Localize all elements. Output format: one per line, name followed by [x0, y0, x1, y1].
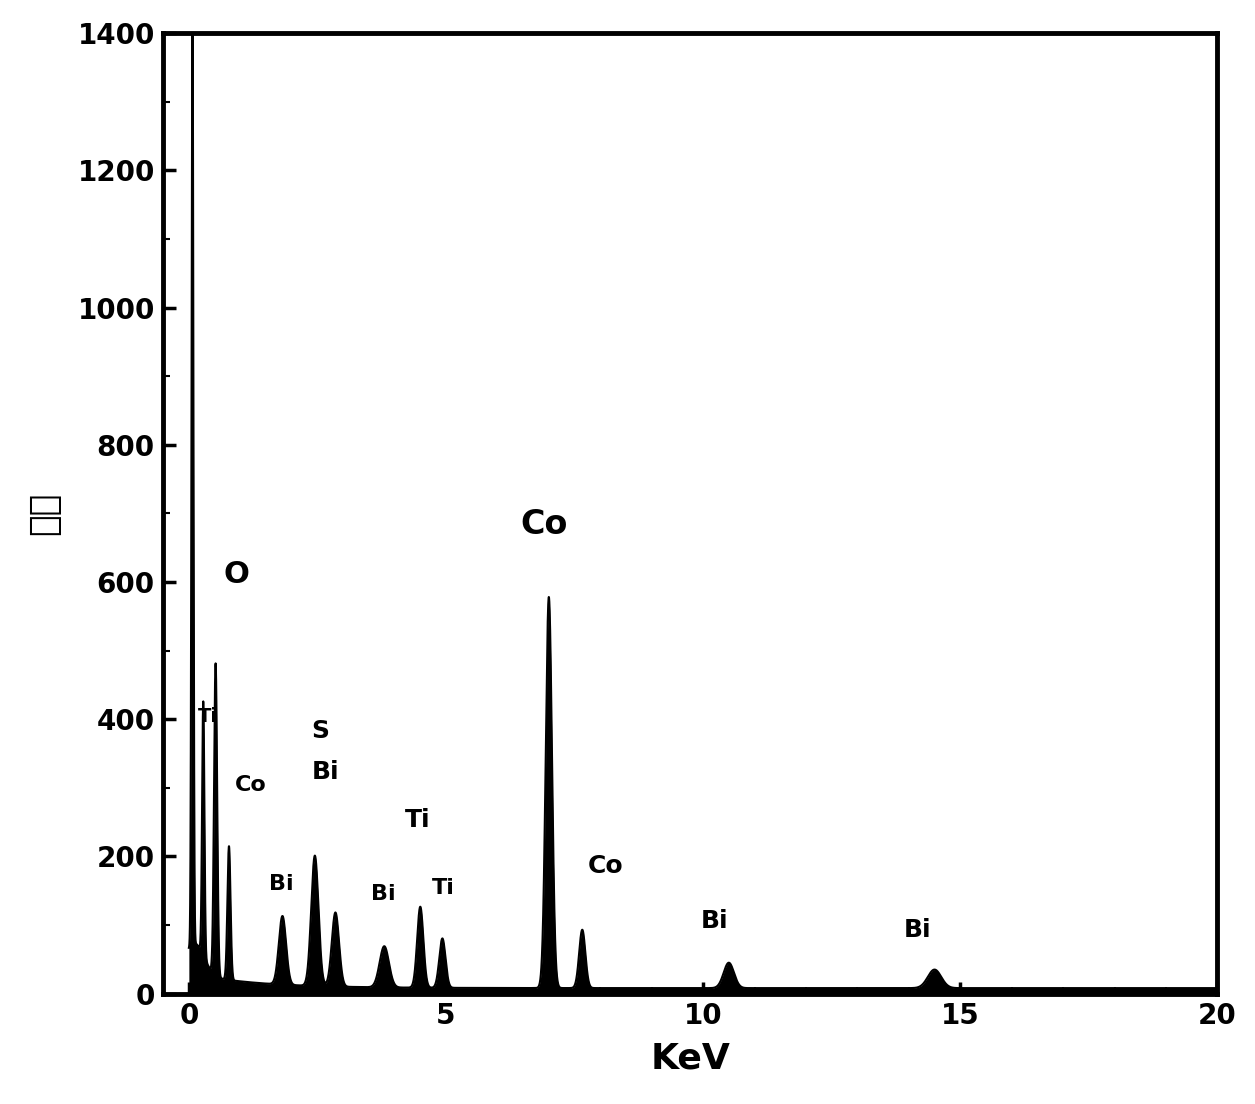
Text: S: S — [311, 719, 329, 743]
Text: Ti: Ti — [405, 808, 430, 832]
Text: Bi: Bi — [269, 874, 294, 894]
Text: Co: Co — [587, 854, 622, 879]
Text: Bi: Bi — [371, 884, 397, 904]
Text: Bi: Bi — [311, 761, 339, 784]
Text: Ti: Ti — [197, 707, 217, 726]
Text: Bi: Bi — [904, 919, 931, 942]
X-axis label: KeV: KeV — [650, 1041, 730, 1075]
Text: Co: Co — [235, 775, 267, 795]
Text: Ti: Ti — [432, 878, 454, 898]
Text: Co: Co — [521, 508, 569, 541]
Y-axis label: 强度: 强度 — [26, 491, 60, 535]
Text: Bi: Bi — [700, 910, 728, 933]
Text: O: O — [223, 560, 250, 588]
